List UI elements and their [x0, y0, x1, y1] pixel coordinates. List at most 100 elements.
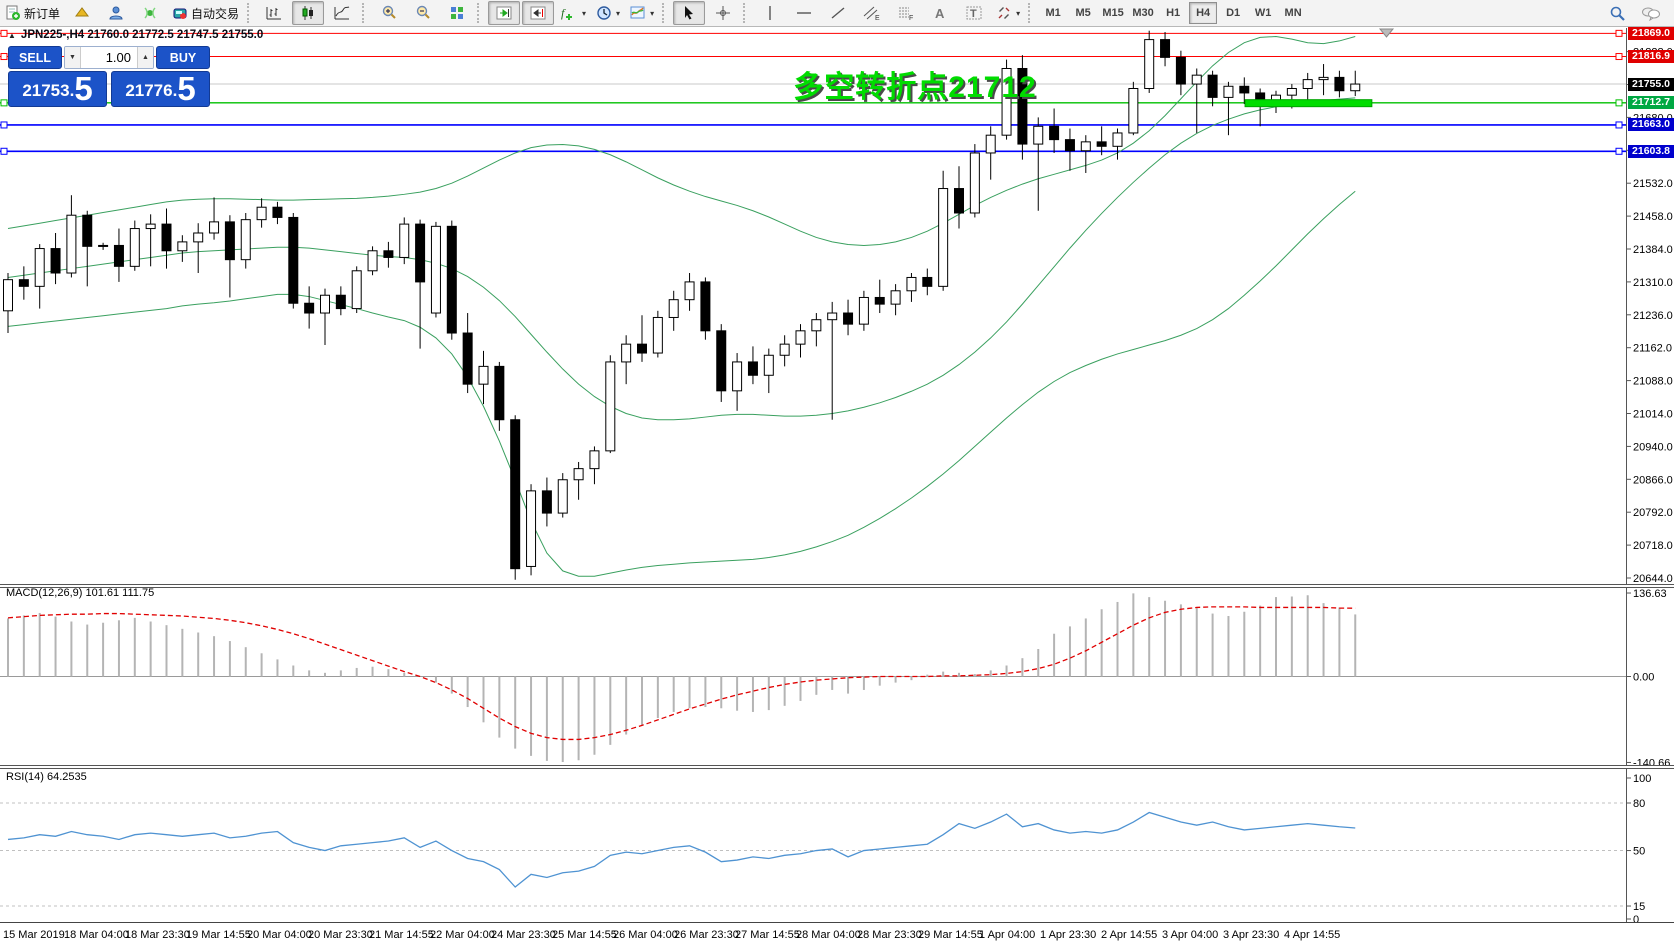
macd-axis-label: 0.00 — [1633, 672, 1654, 684]
indicators-add-icon: f — [561, 6, 573, 20]
volume-stepper: ▼ 1.00 ▲ — [64, 46, 154, 69]
line-handle[interactable] — [0, 53, 8, 61]
buy-button[interactable]: BUY — [156, 46, 210, 69]
periods-button[interactable]: ▾ — [592, 1, 624, 25]
price-axis-label: 21532.0 — [1633, 178, 1673, 190]
tile-windows-button[interactable] — [441, 1, 473, 25]
candle — [98, 244, 109, 247]
sell-button[interactable]: SELL — [8, 46, 62, 69]
chat-button[interactable] — [1635, 1, 1667, 25]
text-label-button[interactable]: T — [958, 1, 990, 25]
line-handle[interactable] — [1615, 29, 1623, 37]
line-handle[interactable] — [1615, 99, 1623, 107]
vertical-line-button[interactable] — [754, 1, 786, 25]
time-axis-label: 18 Mar 23:30 — [125, 929, 190, 941]
equidistant-channel-button[interactable]: E — [856, 1, 888, 25]
candle — [494, 365, 505, 421]
text-button[interactable]: A — [924, 1, 956, 25]
tab-timeframe-h4[interactable]: H4 — [1189, 2, 1218, 24]
line-chart-button[interactable] — [326, 1, 358, 25]
crosshair-button[interactable] — [707, 1, 739, 25]
dropdown-caret-icon: ▾ — [582, 8, 587, 18]
candle — [1033, 125, 1044, 145]
time-axis-label: 2 Apr 14:55 — [1101, 929, 1158, 941]
horizontal-line-button[interactable] — [788, 1, 820, 25]
search-button[interactable] — [1601, 1, 1633, 25]
auto-trading-button[interactable]: 自动交易 — [168, 1, 243, 25]
time-axis[interactable]: 15 Mar 2019 18 Mar 04:00 18 Mar 23:30 19 Ma… — [0, 922, 1674, 949]
tab-timeframe-m5[interactable]: M5 — [1075, 7, 1091, 19]
vertical-line-icon — [769, 6, 771, 20]
tab-timeframe-h1[interactable]: H1 — [1166, 7, 1181, 19]
tab-timeframe-d1[interactable]: D1 — [1226, 7, 1241, 19]
chart-shift-button[interactable] — [522, 1, 555, 25]
macd-panel-separator[interactable] — [0, 584, 1674, 588]
zoom-out-button[interactable] — [407, 1, 439, 25]
line-handle[interactable] — [0, 29, 8, 37]
signals-button[interactable] — [134, 1, 166, 25]
candle — [66, 214, 77, 274]
fibonacci-button[interactable]: F — [890, 1, 922, 25]
candle — [145, 223, 156, 230]
support-bar-object[interactable] — [1244, 99, 1373, 108]
tab-timeframe-mn[interactable]: MN — [1284, 7, 1302, 19]
templates-icon — [630, 6, 645, 19]
rsi-line — [7, 811, 1356, 888]
volume-increase-button[interactable]: ▲ — [137, 47, 153, 68]
candle — [795, 330, 806, 345]
tab-timeframe-w1[interactable]: W1 — [1254, 7, 1272, 19]
buy-price[interactable]: 21776. 5 — [111, 71, 210, 107]
candle — [113, 244, 124, 267]
zoom-in-button[interactable] — [373, 1, 405, 25]
line-handle[interactable] — [0, 121, 8, 129]
tab-timeframe-m15[interactable]: M15 — [1102, 7, 1124, 19]
templates-button[interactable]: ▾ — [626, 1, 658, 25]
bar-chart-button[interactable] — [258, 1, 290, 25]
arrows-button[interactable]: ▾ — [992, 1, 1024, 25]
time-axis-label: 3 Apr 23:30 — [1223, 929, 1280, 941]
chart-text-annotation[interactable]: 多空转折点21712 — [793, 71, 1037, 104]
candle — [890, 290, 901, 305]
tab-timeframe-m1[interactable]: M1 — [1045, 7, 1061, 19]
sell-price[interactable]: 21753. 5 — [8, 71, 107, 107]
candle — [256, 206, 267, 221]
cursor-button[interactable] — [673, 1, 706, 25]
line-handle[interactable] — [0, 99, 8, 107]
candle — [1239, 85, 1250, 94]
candle — [1286, 87, 1297, 96]
trend-line-button[interactable] — [822, 1, 854, 25]
collapse-trade-panel-icon[interactable]: ▲ — [8, 30, 16, 40]
line-handle[interactable] — [1615, 121, 1623, 129]
candlestick-chart-button[interactable] — [292, 1, 325, 25]
volume-input[interactable]: 1.00 — [105, 50, 131, 65]
auto-scroll-button[interactable] — [488, 1, 521, 25]
rsi-indicator-label: RSI(14) 64.2535 — [6, 771, 87, 783]
candle — [399, 223, 410, 258]
toolbar-grip — [662, 3, 669, 23]
candle — [478, 365, 489, 385]
rsi-panel-separator[interactable] — [0, 765, 1674, 769]
profiles-button[interactable] — [100, 1, 132, 25]
new-chart-button[interactable] — [66, 1, 98, 25]
profiles-icon — [109, 6, 123, 20]
volume-decrease-button[interactable]: ▼ — [65, 47, 81, 68]
time-axis-label: 21 Mar 14:55 — [369, 929, 434, 941]
tab-timeframe-m30[interactable]: M30 — [1132, 7, 1154, 19]
indicators-button[interactable]: f ▾ — [556, 1, 590, 25]
line-handle[interactable] — [1615, 53, 1623, 61]
line-handle[interactable] — [1615, 147, 1623, 155]
new-order-button[interactable]: 新订单 — [1, 1, 64, 25]
candlestick-chart-icon — [302, 6, 314, 20]
svg-text:F: F — [909, 15, 913, 21]
line-handle[interactable] — [0, 147, 8, 155]
new-order-label: 新订单 — [24, 6, 61, 21]
candle — [209, 221, 220, 234]
candle — [573, 468, 584, 481]
candle — [637, 343, 647, 354]
candle — [938, 188, 949, 287]
time-axis-label: 1 Apr 23:30 — [1040, 929, 1097, 941]
candle — [1064, 139, 1075, 152]
chart-shift-marker-icon[interactable] — [1378, 28, 1395, 38]
time-axis-label: 1 Apr 04:00 — [979, 929, 1036, 941]
